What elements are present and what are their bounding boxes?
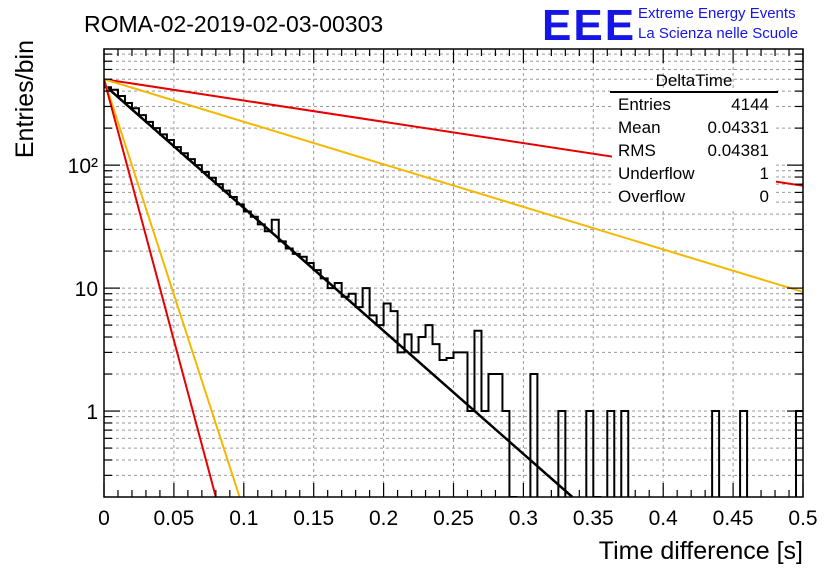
- fit-line-0: [105, 86, 574, 497]
- x-tick-label: 0.3: [509, 507, 538, 530]
- axes: 0 0.05 0.1 0.15 0.2 0.25 0.3 0.35 0.4 0.45 0.51101…: [68, 48, 818, 530]
- x-tick-label: 0.5: [788, 507, 817, 530]
- fit-line-3: [104, 78, 241, 497]
- x-tick-label: 0.05: [153, 507, 194, 530]
- x-tick-label: 0.25: [433, 507, 474, 530]
- histogram-series: [104, 86, 803, 497]
- stats-label-overflow: Overflow: [618, 187, 686, 206]
- stats-label-underflow: Underflow: [618, 164, 695, 183]
- y-tick-label: 1: [86, 401, 98, 424]
- stats-label-rms: RMS: [618, 141, 656, 160]
- stats-value-entries: 4144: [731, 95, 769, 114]
- fit-line-2: [104, 78, 803, 293]
- stats-label-entries: Entries: [618, 95, 671, 114]
- stats-value-mean: 0.04331: [708, 118, 769, 137]
- stats-value-underflow: 1: [760, 164, 769, 183]
- stats-label-mean: Mean: [618, 118, 661, 137]
- subtitle-line2: La Scienza nelle Scuole: [638, 25, 798, 42]
- eee-logo: EEE: [542, 1, 636, 50]
- subtitle-line1: Extreme Energy Events: [638, 5, 796, 22]
- y-axis-title: Entries/bin: [11, 40, 39, 158]
- x-tick-label: 0.45: [713, 507, 754, 530]
- fit-line-4: [104, 78, 217, 497]
- x-axis-title: Time difference [s]: [599, 537, 803, 565]
- x-tick-label: 0.2: [369, 507, 398, 530]
- stats-value-rms: 0.04381: [708, 141, 769, 160]
- x-tick-label: 0.35: [573, 507, 614, 530]
- x-tick-label: 0.15: [293, 507, 334, 530]
- stats-box: DeltaTime Entries 4144 Mean 0.04331 RMS …: [610, 71, 778, 208]
- stats-box-bg: [612, 90, 776, 208]
- x-tick-label: 0.1: [229, 507, 258, 530]
- y-tick-label: 10²: [68, 155, 98, 178]
- stats-value-overflow: 0: [760, 187, 769, 206]
- y-tick-label: 10: [75, 278, 98, 301]
- x-tick-label: 0: [98, 507, 110, 530]
- stats-title: DeltaTime: [656, 71, 733, 90]
- x-tick-label: 0.4: [649, 507, 679, 530]
- chart-title: ROMA-02-2019-02-03-00303: [84, 11, 383, 37]
